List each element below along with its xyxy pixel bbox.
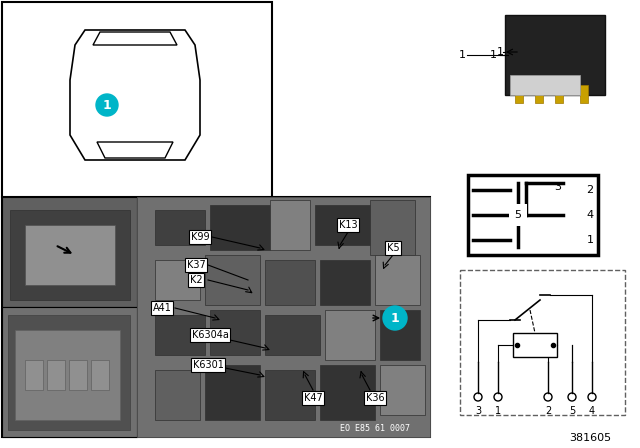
Text: 5: 5 xyxy=(569,406,575,416)
Text: 1: 1 xyxy=(497,47,504,57)
Text: A41: A41 xyxy=(152,303,172,313)
Text: K37: K37 xyxy=(187,260,205,270)
Text: 381605: 381605 xyxy=(569,433,611,443)
Bar xyxy=(210,310,260,355)
Text: 1: 1 xyxy=(102,99,111,112)
Text: K5: K5 xyxy=(387,243,399,253)
Bar xyxy=(69,360,87,390)
Text: 1: 1 xyxy=(586,235,593,245)
Text: 4: 4 xyxy=(586,210,593,220)
Text: 4: 4 xyxy=(589,406,595,416)
Text: 3: 3 xyxy=(475,406,481,416)
Bar xyxy=(210,205,270,250)
Bar xyxy=(47,360,65,390)
Text: 2: 2 xyxy=(545,406,551,416)
Text: 1: 1 xyxy=(490,50,497,60)
Bar xyxy=(205,365,260,420)
Text: 1: 1 xyxy=(459,50,466,60)
Text: K47: K47 xyxy=(303,393,323,403)
Bar xyxy=(510,75,580,95)
Text: K13: K13 xyxy=(339,220,357,230)
Bar xyxy=(320,260,370,305)
Bar xyxy=(137,197,430,437)
Bar xyxy=(515,85,523,103)
Bar xyxy=(2,307,137,437)
Text: 1: 1 xyxy=(390,311,399,324)
Bar xyxy=(155,315,205,355)
Text: 5: 5 xyxy=(515,210,522,220)
Bar xyxy=(155,370,200,420)
Bar xyxy=(270,200,310,250)
Bar xyxy=(460,270,625,415)
Text: K36: K36 xyxy=(365,393,384,403)
Bar xyxy=(380,365,425,415)
Bar xyxy=(25,225,115,285)
Text: EO E85 61 0007: EO E85 61 0007 xyxy=(340,423,410,432)
Text: 1: 1 xyxy=(495,406,501,416)
Bar xyxy=(535,85,543,103)
Bar xyxy=(15,330,120,420)
Text: 3: 3 xyxy=(554,182,561,192)
Bar xyxy=(2,197,430,437)
Bar xyxy=(265,260,315,305)
Bar xyxy=(10,210,130,300)
Bar xyxy=(265,315,320,355)
Bar xyxy=(155,260,200,300)
Bar xyxy=(2,2,272,197)
Bar xyxy=(91,360,109,390)
Circle shape xyxy=(96,94,118,116)
Bar xyxy=(265,370,315,420)
Bar xyxy=(320,365,375,420)
Bar xyxy=(25,360,43,390)
Bar xyxy=(2,197,137,307)
Text: K6301: K6301 xyxy=(193,360,223,370)
Bar xyxy=(513,333,557,357)
Bar xyxy=(315,205,370,245)
Text: 2: 2 xyxy=(586,185,593,195)
Bar xyxy=(375,255,420,305)
Bar xyxy=(8,315,130,430)
Bar xyxy=(505,15,605,95)
Bar xyxy=(468,175,598,255)
Text: K99: K99 xyxy=(191,232,209,242)
Bar xyxy=(325,310,375,360)
Bar xyxy=(155,210,205,245)
Text: K6304a: K6304a xyxy=(191,330,228,340)
Bar xyxy=(205,255,260,305)
Bar xyxy=(380,310,420,360)
Bar xyxy=(555,85,563,103)
Text: K2: K2 xyxy=(189,275,202,285)
Bar xyxy=(460,5,630,120)
Bar xyxy=(580,85,588,103)
Bar xyxy=(370,200,415,255)
Circle shape xyxy=(383,306,407,330)
